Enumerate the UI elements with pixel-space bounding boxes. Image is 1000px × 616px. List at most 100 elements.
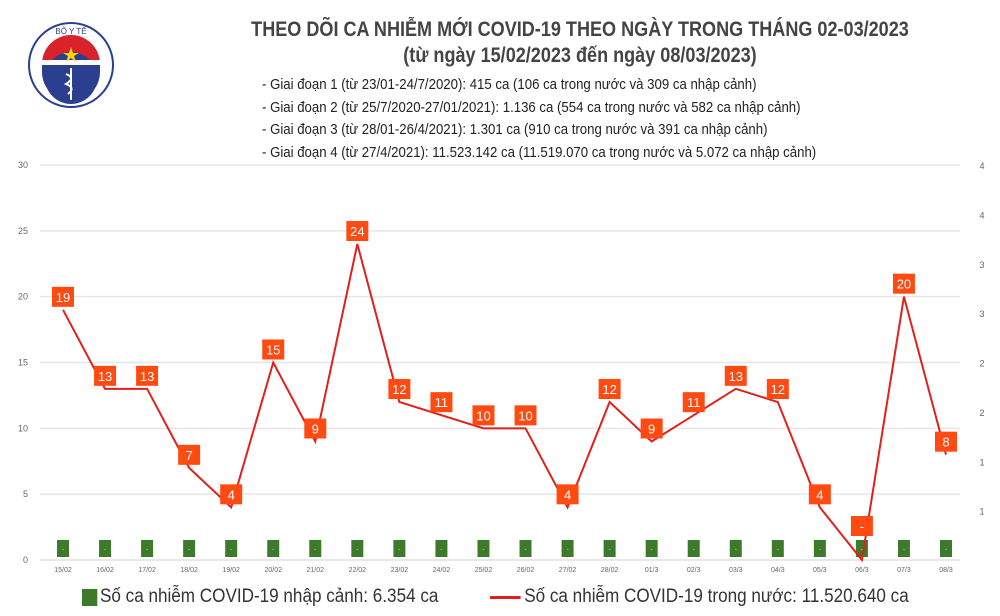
- stage-4: - Giai đoạn 4 (từ 27/4/2021): 11.523.142…: [262, 143, 817, 161]
- x-tick-label: 15/02: [54, 567, 72, 574]
- stage-2: - Giai đoạn 2 (từ 25/7/2020-27/01/2021):…: [262, 98, 801, 116]
- bar-label: -: [482, 547, 484, 553]
- bar-imported: [645, 540, 658, 557]
- left-tick-label: 15: [18, 358, 28, 368]
- right-tick-label: 4: [979, 161, 984, 171]
- line-data-label-box: [262, 339, 285, 360]
- line-data-label-box: [304, 418, 327, 439]
- legend-domestic-label: Số ca nhiễm COVID-19 trong nước: 11.520.…: [524, 586, 909, 607]
- bar-imported: [729, 540, 742, 557]
- line-data-label: 4: [228, 487, 235, 502]
- bar-imported: [99, 540, 112, 557]
- x-tick-label: 03/3: [729, 567, 743, 574]
- line-data-label: 7: [186, 448, 193, 463]
- line-data-label-box: [556, 484, 579, 505]
- left-tick-label: 5: [23, 489, 28, 499]
- line-data-label: 10: [476, 408, 490, 423]
- line-data-label-box: [430, 392, 453, 413]
- line-data-label: 13: [98, 369, 112, 384]
- line-data-label: 10: [518, 408, 532, 423]
- x-tick-label: 23/02: [391, 567, 409, 574]
- left-tick-label: 30: [18, 160, 28, 170]
- line-data-label-box: [724, 365, 747, 386]
- line-data-label: 4: [564, 487, 571, 502]
- bar-label: -: [440, 547, 442, 553]
- line-data-label-box: [935, 431, 957, 452]
- bar-label: -: [62, 547, 64, 553]
- chart-title: THEO DÕI CA NHIỄM MỚI COVID-19 THEO NGÀY…: [251, 18, 909, 41]
- line-data-label-box: [514, 405, 537, 426]
- left-tick-label: 20: [18, 292, 28, 302]
- x-tick-label: 17/02: [138, 567, 156, 574]
- line-data-label: 13: [140, 369, 154, 384]
- line-data-label-box: [640, 418, 663, 439]
- x-tick-label: 21/02: [307, 567, 325, 574]
- right-tick-label: 2: [979, 408, 984, 418]
- x-tick-label: 28/02: [601, 567, 619, 574]
- line-data-label-box: [850, 516, 873, 536]
- line-data-label-box: [598, 379, 621, 399]
- bar-label: -: [104, 547, 106, 553]
- legend-imported-label: Số ca nhiễm COVID-19 nhập cảnh: 6.354 ca: [100, 586, 439, 607]
- line-data-label-box: [220, 484, 243, 505]
- bar-imported: [813, 540, 826, 557]
- bar-imported: [940, 540, 952, 557]
- bar-label: -: [693, 547, 695, 553]
- bar-label: -: [188, 547, 190, 553]
- x-tick-label: 20/02: [264, 567, 282, 574]
- bar-imported: [225, 540, 238, 557]
- x-tick-label: 27/02: [559, 567, 577, 574]
- bar-imported: [771, 540, 784, 557]
- x-tick-label: 24/02: [433, 567, 451, 574]
- legend-bar-swatch: [82, 588, 98, 606]
- bar-imported: [141, 540, 154, 557]
- bar-imported: [561, 540, 574, 557]
- legend-domestic: Số ca nhiễm COVID-19 trong nước: 11.520.…: [490, 586, 909, 608]
- bar-imported: [897, 540, 910, 557]
- bar-imported: [687, 540, 700, 557]
- line-data-label-box: [892, 273, 915, 294]
- bar-label: -: [651, 547, 653, 553]
- right-tick-label: 4: [979, 210, 984, 220]
- x-tick-label: 04/3: [771, 567, 785, 574]
- bar-imported: [351, 540, 364, 557]
- bar-label: -: [609, 547, 611, 553]
- bar-imported: [267, 540, 280, 557]
- line-data-label: 11: [687, 395, 701, 410]
- line-data-label: 8: [942, 435, 949, 450]
- x-tick-label: 16/02: [96, 567, 114, 574]
- line-data-label: 24: [350, 224, 364, 239]
- stage-1: - Giai đoạn 1 (từ 23/01-24/7/2020): 415 …: [262, 76, 757, 93]
- bar-label: -: [567, 547, 569, 553]
- line-data-label: 12: [771, 382, 785, 397]
- line-data-label-box: [682, 392, 705, 413]
- x-tick-label: 19/02: [222, 567, 240, 574]
- stage-summary: - Giai đoạn 1 (từ 23/01-24/7/2020): 415 …: [262, 74, 892, 164]
- x-tick-label: 01/3: [645, 567, 659, 574]
- left-tick-label: 0: [23, 555, 28, 565]
- bar-label: -: [230, 547, 232, 553]
- bar-imported: [519, 540, 532, 557]
- x-tick-label: 05/3: [813, 567, 827, 574]
- line-data-label: -: [860, 519, 864, 534]
- line-data-label: 15: [266, 343, 280, 358]
- line-data-label-box: [346, 221, 369, 241]
- x-tick-label: 25/02: [475, 567, 493, 574]
- line-data-label-box: [178, 444, 201, 465]
- line-domestic: [62, 243, 947, 563]
- right-tick-label: 3: [979, 260, 984, 270]
- svg-text:BỘ Y TẾ: BỘ Y TẾ: [55, 26, 86, 36]
- line-data-label-box: [808, 484, 831, 505]
- line-data-label-box: [52, 286, 74, 307]
- right-tick-label: 3: [979, 309, 984, 319]
- bar-label: -: [314, 547, 316, 553]
- x-tick-label: 26/02: [517, 567, 535, 574]
- bar-label: -: [903, 547, 905, 553]
- line-data-label-box: [94, 365, 117, 386]
- x-tick-label: 06/3: [855, 567, 869, 574]
- ministry-of-health-logo: BỘ Y TẾ: [28, 22, 114, 108]
- right-tick-label: 2: [979, 359, 984, 369]
- line-data-label-box: [388, 379, 411, 399]
- bar-label: -: [819, 547, 821, 553]
- right-tick-label: 1: [979, 457, 984, 467]
